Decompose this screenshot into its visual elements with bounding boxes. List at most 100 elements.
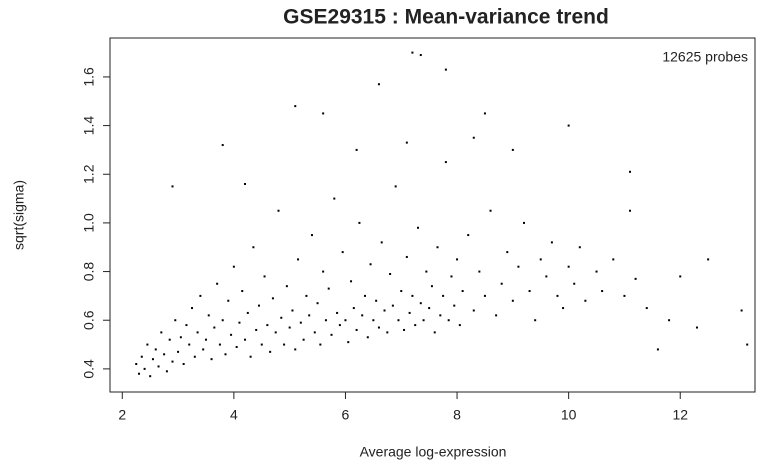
point: [405, 141, 408, 144]
point: [352, 307, 355, 310]
point: [483, 294, 486, 297]
point: [428, 307, 431, 310]
x-tick-label: 12: [672, 407, 688, 423]
point: [177, 350, 180, 353]
point: [308, 314, 311, 317]
point: [425, 270, 428, 273]
point: [391, 304, 394, 307]
point: [550, 241, 553, 244]
point: [377, 326, 380, 329]
point: [500, 282, 503, 285]
point: [246, 311, 249, 314]
point: [361, 314, 364, 317]
point: [135, 363, 138, 366]
point: [285, 285, 288, 288]
point: [411, 294, 414, 297]
point: [269, 350, 272, 353]
point: [439, 314, 442, 317]
point: [347, 341, 350, 344]
point: [154, 348, 157, 351]
point: [408, 311, 411, 314]
point: [380, 241, 383, 244]
point: [511, 299, 514, 302]
point: [313, 331, 316, 334]
point: [143, 367, 146, 370]
point: [310, 234, 313, 237]
point: [191, 307, 194, 310]
x-tick-label: 8: [453, 407, 461, 423]
point: [444, 161, 447, 164]
point: [288, 326, 291, 329]
point: [322, 270, 325, 273]
point: [573, 282, 576, 285]
point: [257, 304, 260, 307]
point: [383, 309, 386, 312]
point: [539, 258, 542, 261]
point: [241, 290, 244, 293]
point: [221, 144, 224, 147]
point: [230, 333, 233, 336]
point: [456, 258, 459, 261]
point: [506, 251, 509, 254]
point: [182, 363, 185, 366]
point: [355, 328, 358, 331]
point: [327, 287, 330, 290]
point: [478, 270, 481, 273]
point: [355, 148, 358, 151]
point: [338, 324, 341, 327]
point: [458, 324, 461, 327]
point: [612, 258, 615, 261]
point: [523, 221, 526, 224]
point: [341, 251, 344, 254]
point: [545, 275, 548, 278]
point: [238, 321, 241, 324]
point: [297, 258, 300, 261]
point: [324, 319, 327, 322]
point: [157, 365, 160, 368]
point: [210, 358, 213, 361]
point: [252, 246, 255, 249]
point: [442, 294, 445, 297]
point: [305, 294, 308, 297]
point: [567, 265, 570, 268]
point: [562, 307, 565, 310]
point: [403, 328, 406, 331]
point: [472, 309, 475, 312]
point: [174, 319, 177, 322]
point: [534, 319, 537, 322]
point: [444, 68, 447, 71]
point: [277, 209, 280, 212]
point: [634, 277, 637, 280]
point: [629, 170, 632, 173]
point: [679, 275, 682, 278]
point: [567, 124, 570, 127]
point: [430, 285, 433, 288]
point: [140, 355, 143, 358]
point: [280, 316, 283, 319]
point: [419, 54, 422, 57]
point: [414, 324, 417, 327]
point: [377, 83, 380, 86]
point: [294, 348, 297, 351]
point: [227, 299, 230, 302]
point: [601, 290, 604, 293]
x-tick-label: 4: [230, 407, 238, 423]
point: [450, 275, 453, 278]
point: [213, 326, 216, 329]
point: [511, 148, 514, 151]
point: [171, 360, 174, 363]
point: [645, 307, 648, 310]
point: [436, 246, 439, 249]
point: [316, 302, 319, 305]
point: [193, 355, 196, 358]
point: [707, 258, 710, 261]
y-tick-label: 0.8: [81, 262, 97, 282]
point: [199, 294, 202, 297]
point: [472, 136, 475, 139]
point: [405, 255, 408, 258]
point: [221, 319, 224, 322]
point: [218, 343, 221, 346]
point: [244, 338, 247, 341]
point: [369, 263, 372, 266]
